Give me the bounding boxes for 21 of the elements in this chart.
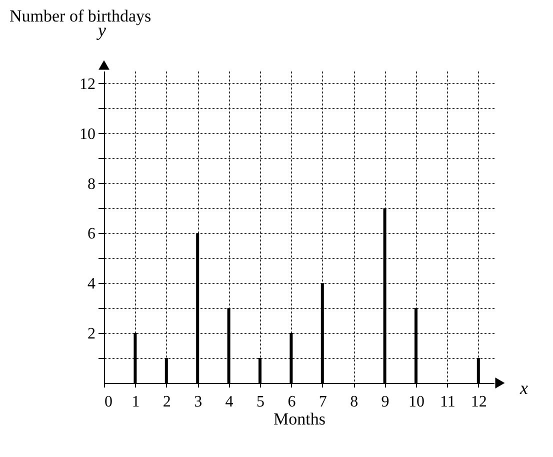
y-tick-label: 10 — [80, 126, 96, 143]
y-tick-label: 4 — [88, 276, 96, 293]
x-tick-label: 9 — [381, 394, 390, 410]
x-tick-label: 3 — [194, 394, 202, 410]
x-tick-label: 6 — [288, 394, 296, 410]
y-tick-label: 8 — [88, 176, 96, 193]
y-tick-label: 6 — [88, 226, 96, 243]
x-tick-label: 11 — [440, 394, 456, 410]
x-tick-label: 1 — [132, 394, 140, 410]
x-tick-label: 7 — [318, 394, 327, 410]
y-tick-label: 12 — [80, 76, 96, 93]
x-tick-label: 2 — [162, 394, 171, 410]
x-tick-label: 5 — [256, 394, 264, 410]
x-tick-label: 0 — [104, 394, 112, 410]
x-tick-label: 12 — [470, 394, 487, 410]
x-tick-label: 10 — [408, 394, 424, 410]
x-axis-title: Months — [274, 410, 326, 428]
text: x — [519, 378, 528, 398]
x-tick-label: 4 — [225, 394, 234, 410]
y-tick-label: 2 — [88, 326, 96, 343]
x-tick-label: 8 — [350, 394, 358, 410]
